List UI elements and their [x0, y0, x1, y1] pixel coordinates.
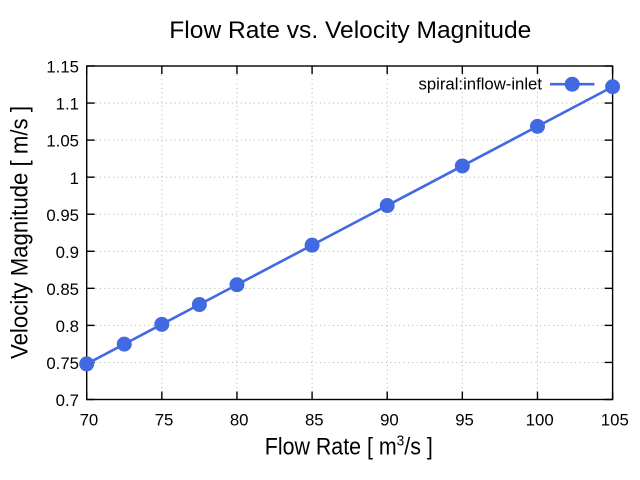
- svg-text:85: 85: [305, 410, 324, 429]
- svg-text:Flow Rate vs. Velocity Magnitu: Flow Rate vs. Velocity Magnitude: [169, 17, 531, 44]
- svg-text:1.15: 1.15: [46, 58, 79, 77]
- svg-text:0.9: 0.9: [56, 243, 79, 262]
- svg-text:95: 95: [455, 410, 474, 429]
- svg-text:90: 90: [380, 410, 399, 429]
- svg-text:Velocity Magnitude [ m/s ]: Velocity Magnitude [ m/s ]: [8, 106, 34, 359]
- svg-text:1: 1: [70, 169, 79, 188]
- svg-text:1.05: 1.05: [46, 132, 79, 151]
- svg-text:spiral:inflow-inlet: spiral:inflow-inlet: [419, 76, 543, 94]
- svg-text:0.95: 0.95: [46, 206, 79, 225]
- svg-text:0.8: 0.8: [56, 317, 79, 336]
- svg-text:75: 75: [155, 410, 174, 429]
- svg-text:100: 100: [526, 410, 554, 429]
- svg-text:0.75: 0.75: [46, 354, 79, 373]
- svg-text:80: 80: [230, 410, 249, 429]
- svg-text:0.85: 0.85: [46, 280, 79, 299]
- svg-text:70: 70: [80, 410, 99, 429]
- svg-text:0.7: 0.7: [56, 391, 79, 410]
- svg-text:Flow Rate [ m3/s ]: Flow Rate [ m3/s ]: [265, 433, 433, 461]
- svg-text:105: 105: [601, 410, 629, 429]
- svg-text:1.1: 1.1: [56, 95, 79, 114]
